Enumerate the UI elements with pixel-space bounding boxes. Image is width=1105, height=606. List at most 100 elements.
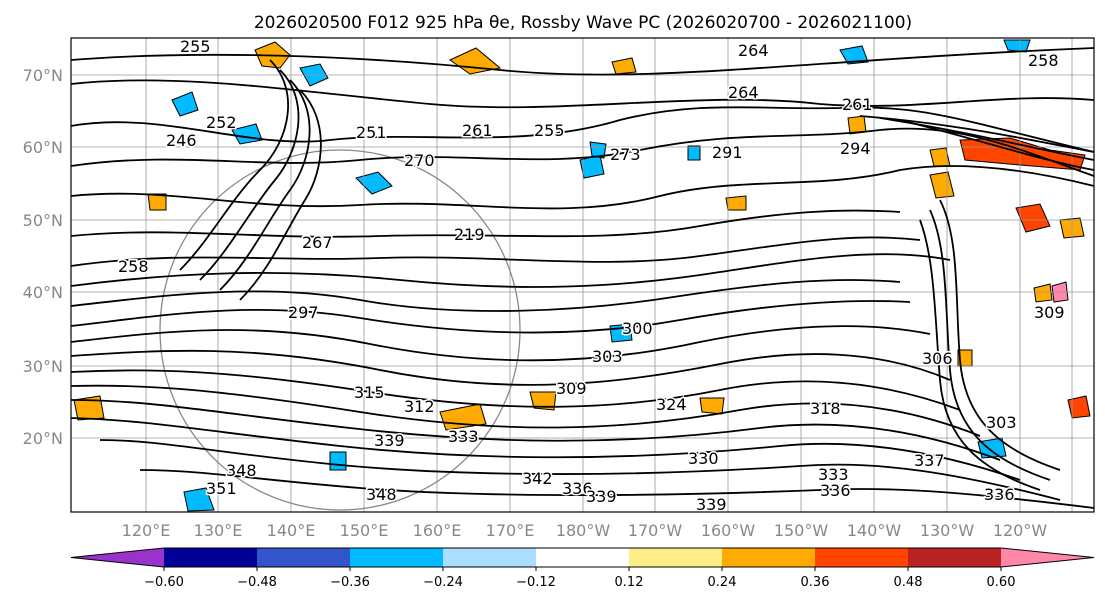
lat-label: 50°N: [23, 211, 63, 230]
lon-label: 160°W: [701, 521, 756, 540]
contour-label: 251: [356, 123, 387, 142]
colorbar-tick-label: −0.60: [144, 575, 184, 590]
contour-label: 261: [842, 95, 873, 114]
colorbar-segment: [722, 548, 815, 567]
contour-label: 351: [206, 479, 237, 498]
contour-label: 330: [688, 449, 719, 468]
colorbar-tick-label: 0.24: [708, 575, 737, 590]
contour-label: 324: [656, 395, 687, 414]
contour-label: 333: [448, 427, 479, 446]
colorbar-tick-label: 0.12: [615, 575, 644, 590]
contour-label: 252: [206, 113, 237, 132]
colorbar-tick-label: 0.48: [894, 575, 923, 590]
contour-label: 300: [622, 319, 653, 338]
contour-label: 267: [302, 233, 333, 252]
lat-label: 60°N: [23, 138, 63, 157]
anomaly-patch: [1015, 203, 1051, 233]
colorbar-segment: [536, 548, 629, 567]
colorbar-segment: [1001, 548, 1094, 567]
anomaly-patch: [611, 57, 637, 75]
lat-label: 30°N: [23, 357, 63, 376]
map-panel: 255 264 264 258 246 252 251 261 255 273 …: [70, 36, 1095, 516]
lon-label: 120°W: [993, 521, 1048, 540]
contour-label: 348: [226, 461, 257, 480]
anomaly-patch: [449, 47, 502, 75]
lat-label: 70°N: [23, 66, 63, 85]
map-frame: [70, 37, 1095, 513]
colorbar-segment: [908, 548, 1001, 567]
anomaly-patch: [171, 91, 199, 117]
lon-label: 130°W: [920, 521, 975, 540]
anomaly-patch: [699, 397, 725, 415]
lon-label: 170°E: [486, 521, 535, 540]
contour-label: 339: [696, 495, 727, 514]
colorbar-segment: [629, 548, 722, 567]
contour-label: 337: [914, 451, 945, 470]
colorbar-segment: [443, 548, 536, 567]
longitude-labels: 120°E 130°E 140°E 150°E 160°E 170°E 180°…: [122, 521, 1048, 540]
contour-label: 273: [610, 145, 641, 164]
colorbar-segment: [350, 548, 443, 567]
anomaly-patch: [687, 145, 701, 161]
lat-label: 20°N: [23, 429, 63, 448]
contour-label: 339: [374, 431, 405, 450]
anomaly-patch: [1003, 39, 1031, 53]
contour-label: 342: [522, 469, 553, 488]
anomaly-patch: [329, 451, 347, 471]
contour-label: 303: [986, 413, 1017, 432]
contour-label: 348: [366, 485, 397, 504]
colorbar-tick-label: −0.48: [237, 575, 277, 590]
contour-label: 255: [180, 37, 211, 56]
contour-label: 258: [118, 257, 149, 276]
contour-label: 333: [818, 465, 849, 484]
anomaly-patch: [529, 391, 557, 411]
contour-label: 255: [534, 121, 565, 140]
lon-label: 140°W: [847, 521, 902, 540]
contour-label: 270: [404, 151, 435, 170]
reference-circle: [159, 149, 521, 511]
contour-label: 309: [556, 379, 587, 398]
contour-label: 246: [166, 131, 197, 150]
lon-label: 120°E: [122, 521, 171, 540]
colorbar-tick-label: −0.12: [516, 575, 556, 590]
contour-labels: 255 264 264 258 246 252 251 261 255 273 …: [117, 36, 1067, 516]
lon-label: 150°W: [774, 521, 829, 540]
colorbar-tick-label: −0.36: [330, 575, 370, 590]
anomaly-patch: [183, 487, 215, 512]
contour-label: 339: [586, 487, 617, 506]
contour-label: 336: [984, 485, 1015, 504]
lon-label: 150°E: [340, 521, 389, 540]
anomaly-patch: [589, 141, 607, 159]
colorbar-tick-label: 0.60: [987, 575, 1016, 590]
colorbar: −0.60 −0.48 −0.36 −0.24 −0.12 0.12 0.24 0.36 0.4…: [70, 547, 1095, 590]
latitude-labels: 70°N 60°N 50°N 40°N 30°N 20°N: [23, 66, 63, 448]
colorbar-segment: [815, 548, 908, 567]
lon-label: 140°E: [267, 521, 316, 540]
anomaly-patch: [929, 171, 955, 199]
lon-label: 160°E: [413, 521, 462, 540]
lat-label: 40°N: [23, 283, 63, 302]
contour-label: 315: [354, 383, 385, 402]
lon-label: 170°W: [628, 521, 683, 540]
anomaly-patch: [355, 171, 393, 195]
theta-e-contours: [70, 47, 1095, 509]
contour-label: 303: [592, 347, 623, 366]
contour-label: 258: [1028, 51, 1059, 70]
anomaly-patch: [839, 45, 869, 65]
lon-label: 130°E: [194, 521, 243, 540]
colorbar-segment: [164, 548, 257, 567]
contour-label: 318: [810, 399, 841, 418]
anomaly-patch: [1033, 283, 1053, 303]
colorbar-segment: [71, 548, 164, 567]
contour-label: 261: [462, 121, 493, 140]
contour-label: 312: [404, 397, 435, 416]
anomaly-patch: [73, 395, 105, 421]
colorbar-segment: [257, 548, 350, 567]
contour-label: 297: [288, 303, 319, 322]
contour-label: 264: [728, 83, 759, 102]
lon-label: 180°W: [556, 521, 611, 540]
colorbar-tick-label: −0.24: [423, 575, 463, 590]
anomaly-patch: [725, 195, 747, 211]
contour-label: 336: [820, 481, 851, 500]
